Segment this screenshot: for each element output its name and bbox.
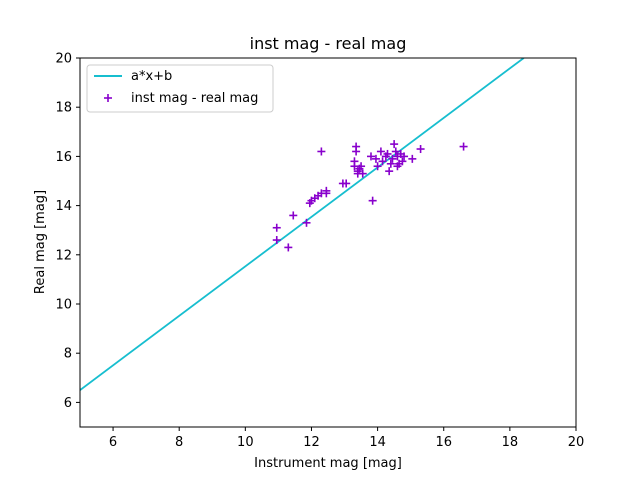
y-tick-label: 16 [55, 150, 72, 165]
x-tick-label: 16 [435, 435, 452, 450]
legend-box [86, 64, 274, 113]
x-tick-label: 10 [237, 435, 254, 450]
data-point [376, 147, 385, 156]
data-point [366, 152, 375, 161]
data-point [416, 145, 425, 154]
data-point [317, 147, 326, 156]
data-point [386, 159, 395, 168]
x-axis: 6 8 10 12 14 16 18 20 [109, 427, 584, 450]
data-point [378, 157, 387, 166]
data-point [408, 154, 417, 163]
data-point [398, 157, 407, 166]
x-tick-label: 14 [369, 435, 386, 450]
x-tick-label: 8 [175, 435, 183, 450]
legend-marker-swatch [104, 94, 112, 102]
data-point [272, 223, 281, 232]
legend: a*x+b inst mag - real mag [86, 64, 274, 113]
y-tick-label: 10 [55, 298, 72, 313]
data-point [289, 211, 298, 220]
data-point [357, 162, 366, 171]
y-tick-label: 6 [64, 396, 72, 411]
data-point [459, 142, 468, 151]
data-point [371, 154, 380, 163]
legend-plus-icon [104, 94, 112, 102]
data-point [391, 147, 400, 156]
plot-area [80, 58, 525, 391]
fit-line [80, 58, 525, 391]
data-point [358, 169, 367, 178]
data-point [383, 149, 392, 158]
y-tick-label: 8 [64, 347, 72, 362]
data-point [350, 157, 359, 166]
data-point [400, 152, 409, 161]
data-point [368, 196, 377, 205]
data-point [385, 167, 394, 176]
data-point [302, 218, 311, 227]
y-tick-label: 12 [55, 248, 72, 263]
y-axis-label: Real mag [mag] [33, 190, 48, 294]
data-point [342, 179, 351, 188]
data-point [388, 154, 397, 163]
data-point [284, 243, 293, 252]
chart-title: inst mag - real mag [250, 34, 407, 53]
x-tick-label: 6 [109, 435, 117, 450]
y-tick-label: 14 [55, 199, 72, 214]
data-point [272, 236, 281, 245]
x-tick-label: 20 [568, 435, 585, 450]
plot-frame [79, 57, 577, 428]
y-axis: 6 8 10 12 14 16 18 20 [55, 52, 80, 411]
y-tick-label: 18 [55, 101, 72, 116]
data-point [352, 142, 361, 151]
x-tick-label: 18 [502, 435, 519, 450]
data-point [322, 186, 331, 195]
x-tick-label: 12 [303, 435, 320, 450]
x-axis-label: Instrument mag [mag] [254, 456, 402, 471]
legend-label-line: a*x+b [131, 69, 172, 84]
legend-label-scatter: inst mag - real mag [131, 91, 258, 106]
data-point [390, 140, 399, 149]
y-tick-label: 20 [55, 52, 72, 67]
data-point [373, 162, 382, 171]
